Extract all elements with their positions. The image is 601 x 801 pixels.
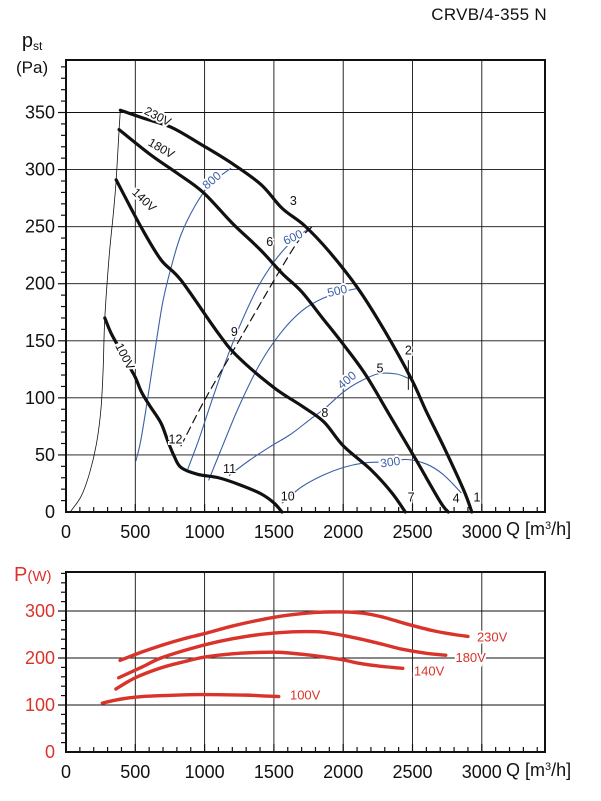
x-tick-label: 500 [120,762,150,782]
operating-point-3: 3 [290,194,297,208]
y-tick-label: 200 [25,274,55,294]
operating-point-5: 5 [376,362,383,376]
gridlines [66,572,545,752]
y-tick-label: 300 [25,160,55,180]
curve-label-100v: 100V [112,341,137,372]
flow-unit-suffix: /h] [551,760,572,780]
x-tick-label: 1000 [185,762,225,782]
flow-unit-prefix: Q [m [506,760,545,780]
curve-label-300: 300 [379,454,401,471]
y-tick-label: 250 [25,217,55,237]
fan-curve-140v [114,178,407,514]
operating-point-4: 4 [453,492,460,506]
y-tick-label: 0 [45,502,55,522]
flow-unit-superscript: 3 [545,761,552,773]
operating-point-11: 11 [223,462,236,476]
x-tick-label: 1500 [254,522,294,542]
y-tick-label: 100 [25,695,55,715]
flow-unit-prefix: Q [m [506,519,545,539]
operating-point-1: 1 [473,491,480,505]
curve-label-800: 800 [200,168,225,192]
operating-point-8: 8 [321,406,328,420]
flow-unit-superscript: 3 [545,520,552,532]
curve-label-400: 400 [335,368,360,392]
plot-frame [65,59,546,513]
power-curve-100v [100,692,281,705]
x-tick-label: 0 [61,522,71,542]
operating-point-6: 6 [266,235,273,249]
operating-point-9: 9 [231,325,238,339]
operating-point-10: 10 [281,489,295,503]
rpm-curve-800 [135,167,232,462]
x-tick-label: 1500 [254,762,294,782]
x-tick-label: 3000 [462,762,502,782]
curve-label-230v: 230V [477,630,508,645]
curve-label-500: 500 [326,282,349,300]
gridlines [66,60,545,512]
rpm-curve-600 [187,228,309,470]
y-tick-label: 350 [25,103,55,123]
x-tick-label: 3000 [462,522,502,542]
x-tick-label: 2000 [323,762,363,782]
rpm-curve-500 [208,287,359,481]
curve-label-230v: 230V [142,104,173,129]
power-unit: (W) [27,568,52,585]
operating-point-7: 7 [408,491,415,505]
x-tick-label: 500 [120,522,150,542]
flow-axis-label-top: Q [m3/h] [506,519,571,540]
curve-label-100v: 100V [290,688,321,703]
operating-point-12: 12 [169,432,183,446]
curve-label-180v: 180V [146,135,177,161]
power-curve-230v [118,610,470,663]
plot-frame [65,571,546,753]
chart-static-pressure-vs-flow: 230V180V140V100V800600500400300123456789… [25,59,546,542]
x-tick-label: 1000 [185,522,225,542]
max-efficiency-dashed-line [180,224,314,447]
pressure-unit: (Pa) [16,58,49,77]
fan-curve-230v [118,108,474,514]
curve-label-180v: 180V [455,650,486,665]
rpm-curve-300 [281,458,462,504]
pressure-symbol: p [21,30,33,52]
y-tick-label: 200 [25,648,55,668]
x-tick-label: 2500 [392,522,432,542]
rpm-curve-400 [228,372,410,477]
y-tick-label: 50 [35,445,55,465]
pressure-subscript: st [32,39,43,53]
power-symbol: P [14,564,28,586]
operating-point-2: 2 [405,343,412,357]
stall-boundary-line [69,109,121,513]
y-tick-label: 0 [45,742,55,762]
x-tick-label: 2500 [392,762,432,782]
y-tick-label: 100 [25,388,55,408]
fan-curve-180v [117,128,450,514]
y-tick-label: 300 [25,601,55,621]
x-tick-label: 2000 [323,522,363,542]
curve-label-600: 600 [281,227,305,248]
y-tick-label: 150 [25,331,55,351]
power-curve-140v [114,650,405,691]
power-curve-180v [116,629,448,680]
pressure-axis-label: pst (Pa) [16,31,48,78]
flow-axis-label-bottom: Q [m3/h] [506,760,571,781]
page-title: CRVB/4-355 N [431,5,547,24]
power-axis-label: P(W) [14,564,52,587]
curve-label-140v: 140V [414,664,445,679]
x-tick-label: 0 [61,762,71,782]
flow-unit-suffix: /h] [551,519,572,539]
fan-curve-100v [103,316,284,514]
